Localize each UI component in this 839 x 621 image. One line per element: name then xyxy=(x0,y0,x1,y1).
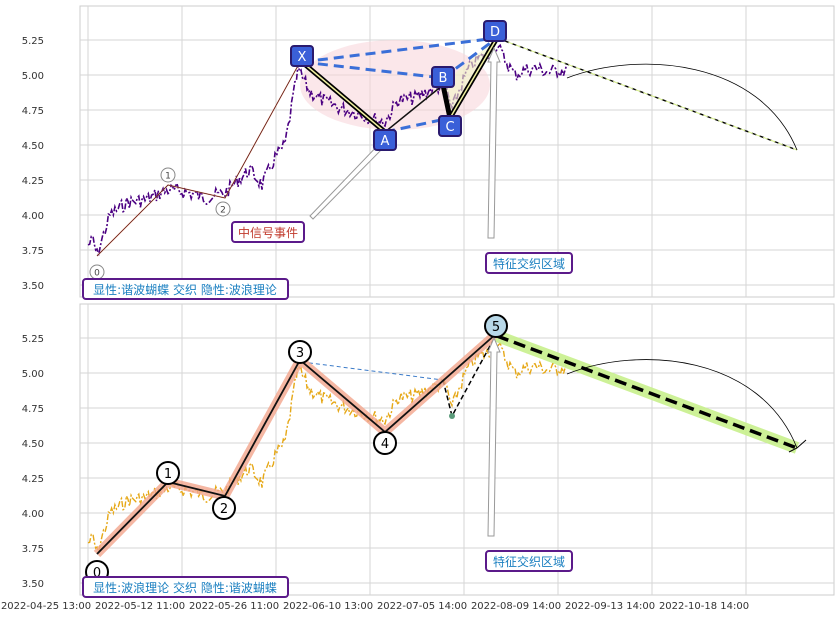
wave-label-marker xyxy=(215,201,231,217)
wave-label-marker xyxy=(160,167,176,183)
x-tick-label: 2022-04-25 13:00 xyxy=(1,601,91,612)
harmonic-point-label: D xyxy=(490,25,500,40)
y-tick-label: 3.50 xyxy=(22,579,44,590)
wave-label: 1 xyxy=(165,172,171,182)
harmonic-point-badge xyxy=(431,66,455,88)
wave-label-marker xyxy=(156,461,180,485)
x-tick-label: 2022-07-05 14:00 xyxy=(377,601,467,612)
price-series xyxy=(87,43,568,256)
bottom-panel: 3.50 3.75 4.00 4.25 4.50 4.75 5.00 5.25 0 1 2 3 4 5 特征… xyxy=(22,303,835,598)
projection-arc xyxy=(566,63,798,151)
harmonic-leg-ab xyxy=(384,84,444,133)
y-tick-label: 4.25 xyxy=(22,176,44,187)
harmonic-point-badge xyxy=(373,129,397,151)
harmonic-leg-xa-core xyxy=(301,61,386,133)
top-panel: 3.50 3.75 4.00 4.25 4.50 4.75 5.00 5.25 0 1 2 X A B C D… xyxy=(22,5,835,300)
x-tick-label: 2022-06-10 13:00 xyxy=(283,601,373,612)
y-tick-label: 4.75 xyxy=(22,106,44,117)
y-tick-label: 5.00 xyxy=(22,369,44,380)
zone-box-text: 特征交织区域 xyxy=(493,256,565,271)
wave-label: 0 xyxy=(93,566,101,581)
zone-arrow xyxy=(487,336,501,537)
x-axis: 2022-04-25 13:00 2022-05-12 11:00 2022-05-… xyxy=(1,601,749,612)
wave-label: 1 xyxy=(164,467,172,482)
zone-box-text: 特征交织区域 xyxy=(493,554,565,569)
harmonic-leg xyxy=(442,332,498,419)
harmonic-dashed-line xyxy=(442,36,498,80)
info-box-text: 显性:波浪理论 交织 隐性:谐波蝴蝶 xyxy=(93,580,277,595)
harmonic-point-label: X xyxy=(298,50,307,65)
harmonic-point-badge xyxy=(483,20,507,42)
wave-label: 3 xyxy=(296,346,304,361)
wave-line-inner xyxy=(96,61,301,257)
wave-label: 4 xyxy=(381,437,389,452)
plot-frame xyxy=(79,303,835,596)
wave-label: 5 xyxy=(492,320,500,335)
wave-label-marker xyxy=(212,496,236,520)
signal-box-text: 中信号事件 xyxy=(238,225,298,240)
wave-label: 2 xyxy=(220,206,226,216)
y-tick-label: 5.25 xyxy=(22,36,44,47)
y-tick-label: 5.25 xyxy=(22,334,44,345)
harmonic-leg-cd-core xyxy=(449,37,498,119)
y-tick-label: 3.75 xyxy=(22,544,44,555)
projection-glow xyxy=(494,330,800,454)
x-tick-label: 2022-05-26 11:00 xyxy=(189,601,279,612)
harmonic-point xyxy=(449,413,455,419)
plot-frame xyxy=(79,5,835,298)
y-tick-label: 5.00 xyxy=(22,71,44,82)
harmonic-point-badge xyxy=(290,45,314,67)
harmonic-dashed-line xyxy=(301,36,498,64)
harmonic-point-label: B xyxy=(439,71,448,86)
harmonic-leg-bc xyxy=(440,84,453,119)
y-tick-label: 4.50 xyxy=(22,141,44,152)
y-tick-label: 3.75 xyxy=(22,246,44,257)
pattern-highlight xyxy=(300,40,490,130)
info-box-text: 显性:谐波蝴蝶 交织 隐性:波浪理论 xyxy=(93,282,277,297)
harmonic-point-label: C xyxy=(445,120,454,135)
info-box xyxy=(82,576,289,598)
zone-box xyxy=(485,550,573,572)
zone-box xyxy=(485,252,573,274)
wave-label: 2 xyxy=(220,502,228,517)
projection-end-mark xyxy=(788,439,807,453)
x-tick-label: 2022-08-09 14:00 xyxy=(471,601,561,612)
zone-arrow xyxy=(487,46,501,239)
y-tick-label: 3.50 xyxy=(22,281,44,292)
harmonic-point-badge xyxy=(438,115,462,137)
x-tick-label: 2022-09-13 14:00 xyxy=(565,601,655,612)
harmonic-point-label: A xyxy=(381,134,390,149)
wave-label-marker xyxy=(373,431,397,455)
wave-label: 0 xyxy=(94,269,100,279)
y-tick-label: 4.00 xyxy=(22,509,44,520)
y-tick-label: 4.50 xyxy=(22,439,44,450)
y-tick-label: 4.00 xyxy=(22,211,44,222)
wave-label-marker xyxy=(288,340,312,364)
harmonic-dashed-line xyxy=(301,361,444,381)
x-tick-label: 2022-10-18 14:00 xyxy=(659,601,749,612)
price-series xyxy=(87,341,568,554)
projection-line-glow xyxy=(496,37,798,151)
wave-line xyxy=(96,332,498,555)
wave-label-marker xyxy=(484,314,508,338)
signal-box xyxy=(231,221,305,243)
y-tick-label: 4.25 xyxy=(22,474,44,485)
x-tick-label: 2022-05-12 11:00 xyxy=(95,601,185,612)
info-box xyxy=(82,278,289,300)
harmonic-dashed-line xyxy=(301,60,444,80)
projection-arc xyxy=(566,359,798,449)
y-tick-label: 4.75 xyxy=(22,404,44,415)
